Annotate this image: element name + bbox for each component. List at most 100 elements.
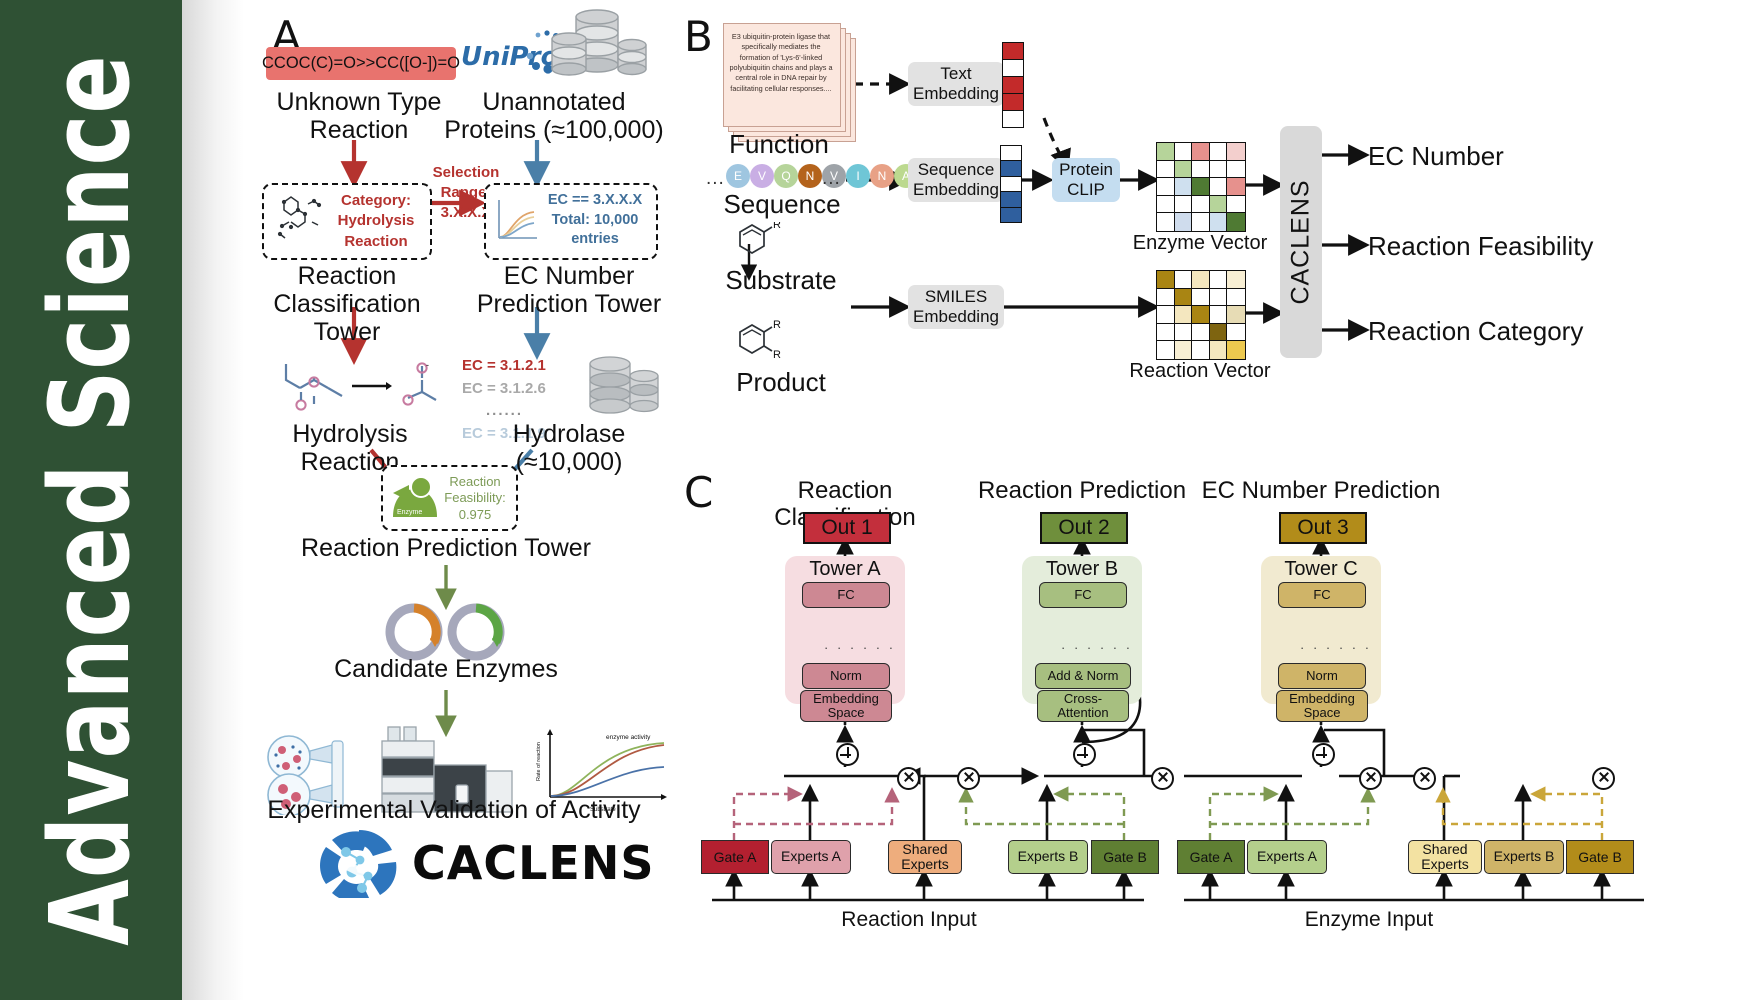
matrix-cell-1-3: [1209, 160, 1228, 179]
times-operator-1: [897, 767, 920, 790]
label-experimental-validation: Experimental Validation of Activity: [267, 796, 641, 824]
plus-operator-1: [836, 743, 859, 766]
tower-c-dots: · · · · · ·: [1300, 640, 1372, 655]
vector-cell-2: [1003, 77, 1023, 94]
smiles-chip: CCOC(C)=O>>CC([O-])=O: [262, 47, 460, 80]
times-operator-4: [1359, 767, 1382, 790]
matrix-cell-4-0: [1157, 213, 1175, 231]
label-candidate-enzymes: Candidate Enzymes: [334, 655, 558, 683]
output-ec-number: EC Number: [1368, 141, 1504, 171]
sequence-right-ellipsis: ...: [822, 168, 841, 189]
matrix-cell-4-3: [1209, 341, 1228, 359]
matrix-cell-3-4: [1227, 323, 1245, 342]
matrix-cell-1-2: [1192, 288, 1210, 307]
caclens-logo-icon: [320, 830, 397, 898]
kinetics-plot-title: enzyme activity: [606, 734, 651, 741]
matrix-cell-3-0: [1157, 195, 1175, 214]
hydrolysis-molecule-icon: -: [284, 360, 437, 411]
tower-c-embedding-block: Embedding Space: [1276, 690, 1368, 722]
matrix-cell-3-3: [1209, 323, 1228, 342]
label-unannotated-proteins: Unannotated Proteins (≈100,000): [444, 88, 664, 144]
tower-b-add-norm-block: Add & Norm: [1035, 663, 1131, 689]
text-embedding-block: Text Embedding: [908, 62, 1004, 106]
matrix-cell-0-0: [1157, 271, 1175, 289]
matrix-cell-1-1: [1174, 288, 1193, 307]
vector-cell-2: [1001, 176, 1021, 193]
tower-a-fc-block: FC: [802, 582, 890, 608]
matrix-cell-3-1: [1174, 195, 1193, 214]
caclens-core-label: CACLENS: [1286, 179, 1315, 305]
matrix-cell-4-3: [1209, 213, 1228, 231]
matrix-cell-2-2: [1192, 306, 1210, 324]
matrix-cell-2-0: [1157, 306, 1175, 324]
matrix-cell-1-0: [1157, 160, 1175, 179]
out-3-box: Out 3: [1279, 512, 1367, 544]
matrix-cell-1-1: [1174, 160, 1193, 179]
matrix-cell-4-2: [1192, 341, 1210, 359]
vector-cell-0: [1003, 43, 1023, 60]
sequence-residue-n-6: N: [870, 164, 894, 188]
matrix-cell-0-1: [1174, 271, 1193, 289]
enzyme-shared-experts-box: Shared Experts: [1408, 840, 1482, 874]
matrix-cell-3-1: [1174, 323, 1193, 342]
vector-cell-4: [1003, 111, 1023, 127]
reaction-classification-box: [262, 183, 432, 260]
vector-cell-3: [1001, 192, 1021, 208]
enzyme-tag-text: Enzyme: [397, 509, 422, 516]
reaction-experts-a-box: Experts A: [771, 840, 851, 874]
matrix-cell-0-4: [1227, 271, 1245, 289]
times-operator-2: [957, 767, 980, 790]
tower-b-cross-attention-block: Cross- Attention: [1037, 690, 1129, 722]
tower-c-norm-block: Norm: [1278, 663, 1366, 689]
product-r2-label: R: [773, 349, 781, 361]
page-edge-shadow: [182, 0, 244, 1000]
enzyme-gate-b-box: Gate B: [1566, 840, 1634, 874]
ec-item-0: EC = 3.1.2.1: [462, 357, 546, 374]
tower-b-dots: · · · · · ·: [1061, 640, 1133, 655]
matrix-cell-0-3: [1209, 143, 1228, 161]
plus-operator-2: [1073, 743, 1096, 766]
matrix-cell-2-3: [1209, 178, 1228, 196]
matrix-cell-3-0: [1157, 323, 1175, 342]
label-ec-number-prediction-tower: EC Number Prediction Tower: [476, 262, 662, 318]
product-r1-label: R: [773, 320, 781, 331]
journal-banner-text: Advanced Science: [27, 54, 155, 946]
function-card-text: E3 ubiquitin-protein ligase that specifi…: [729, 32, 833, 93]
reaction-vector-matrix: [1156, 270, 1246, 360]
hydrolase-database-icon: [589, 356, 659, 414]
matrix-cell-3-2: [1192, 195, 1210, 214]
label-hydrolase: Hydrolase (≈10,000): [512, 420, 626, 476]
ec-item-1: EC = 3.1.2.6: [462, 379, 546, 397]
database-cylinders-icon: [551, 9, 647, 76]
plus-operator-3: [1312, 743, 1335, 766]
enzyme-input-label: Enzyme Input: [1304, 908, 1434, 931]
matrix-cell-3-2: [1192, 323, 1210, 342]
tower-c-title: Tower C: [1284, 558, 1358, 580]
vector-cell-1: [1003, 60, 1023, 77]
matrix-cell-3-3: [1209, 195, 1228, 214]
reaction-input-label: Reaction Input: [841, 908, 977, 931]
sequence-residue-n-3: N: [798, 164, 822, 188]
matrix-cell-2-1: [1174, 306, 1193, 324]
matrix-cell-1-0: [1157, 288, 1175, 307]
substrate-ring-icon: R: [739, 222, 781, 254]
matrix-cell-4-4: [1227, 213, 1245, 231]
vector-cell-1: [1001, 161, 1021, 177]
matrix-cell-0-2: [1192, 271, 1210, 289]
vector-cell-0: [1001, 146, 1021, 162]
matrix-cell-3-4: [1227, 195, 1245, 214]
times-operator-3: [1151, 767, 1174, 790]
caclens-wordmark: CACLENS: [412, 836, 655, 890]
label-substrate: Substrate: [725, 265, 837, 295]
svg-text:-: -: [426, 360, 429, 370]
sequence-embedding-block: Sequence Embedding: [908, 158, 1004, 202]
matrix-cell-1-3: [1209, 288, 1228, 307]
out-1-box: Out 1: [803, 512, 891, 544]
matrix-cell-2-4: [1227, 306, 1245, 324]
matrix-cell-4-4: [1227, 341, 1245, 359]
petri-dish-icon: [267, 735, 344, 815]
journal-banner-rotator: Advanced Science: [0, 0, 182, 1000]
enzyme-vector-matrix: [1156, 142, 1246, 232]
ec-item-2: ......: [486, 402, 524, 419]
text-embedding-vector: [1002, 42, 1024, 128]
